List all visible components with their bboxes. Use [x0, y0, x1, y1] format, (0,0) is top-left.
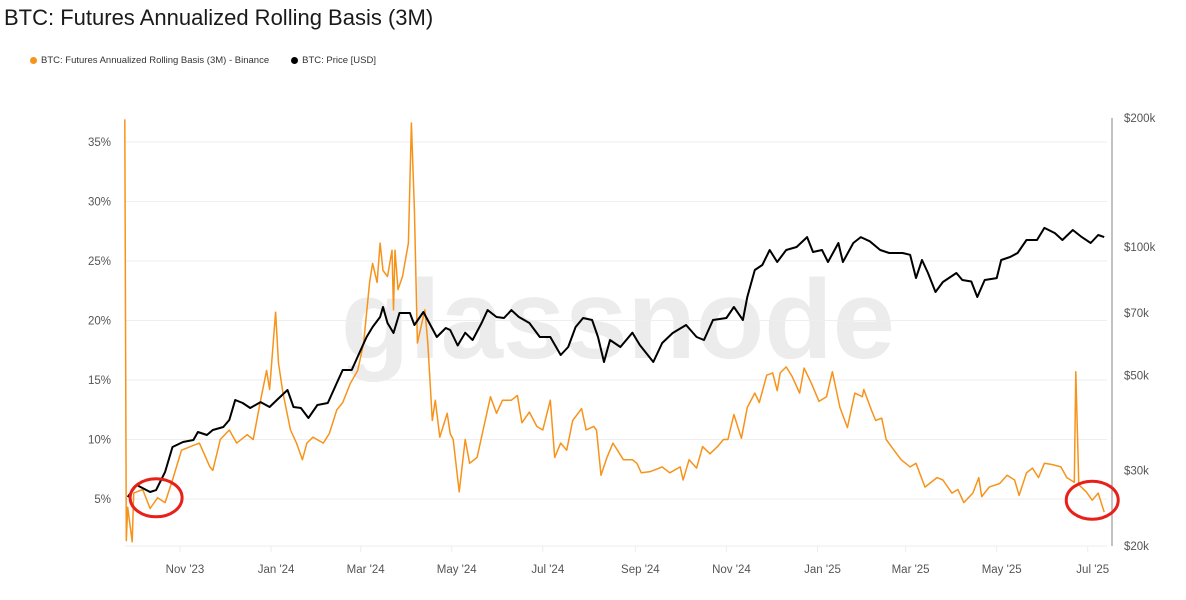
y-left-tick-label: 20% [88, 316, 111, 328]
chart-title: BTC: Futures Annualized Rolling Basis (3… [4, 5, 434, 30]
x-tick-label: May '24 [437, 564, 478, 576]
legend-label-price: BTC: Price [USD] [302, 55, 377, 66]
x-tick-label: Nov '23 [166, 564, 205, 576]
legend-dot-basis [30, 57, 37, 64]
y-right-tick-label: $50k [1124, 371, 1149, 383]
legend-dot-price [291, 57, 299, 64]
axes: 5% 10% 15% 20% 25% 30% 35% Nov '23 Jan '24 Mar '2… [88, 113, 1156, 576]
watermark: glassnode [341, 257, 895, 382]
y-left-tick-label: 5% [94, 494, 111, 506]
y-right-tick-label: $70k [1124, 308, 1149, 320]
x-tick-label: Nov '24 [712, 564, 751, 576]
y-left-tick-label: 25% [88, 256, 111, 268]
x-tick-label: Jan '24 [258, 564, 295, 576]
y-left-tick-label: 35% [88, 137, 111, 149]
x-tick-label: Jan '25 [804, 564, 841, 576]
y-right-tick-label: $100k [1124, 242, 1156, 254]
legend-item-price[interactable]: BTC: Price [USD] [291, 55, 376, 66]
y-left-tick-label: 10% [88, 435, 111, 447]
y-left-tick-label: 15% [88, 375, 111, 387]
y-left-tick-label: 30% [88, 197, 111, 209]
x-tick-label: Jul '25 [1076, 564, 1109, 576]
series-layer [124, 119, 1105, 543]
annotations [128, 477, 1120, 521]
grid [125, 141, 1107, 552]
price-line [126, 226, 1105, 498]
basis-line [124, 119, 1105, 543]
x-tick-label: Mar '24 [347, 564, 386, 576]
highlight-circle [128, 477, 184, 519]
x-tick-label: Jul '24 [531, 564, 564, 576]
y-right-tick-label: $200k [1124, 113, 1156, 125]
x-tick-label: Mar '25 [892, 564, 930, 576]
legend-item-basis[interactable]: BTC: Futures Annualized Rolling Basis (3… [30, 55, 269, 66]
highlight-circle [1064, 479, 1120, 521]
y-right-tick-label: $30k [1124, 466, 1149, 478]
x-tick-label: May '25 [982, 564, 1022, 576]
x-tick-label: Sep '24 [621, 564, 660, 576]
legend-label-basis: BTC: Futures Annualized Rolling Basis (3… [41, 55, 270, 66]
legend: BTC: Futures Annualized Rolling Basis (3… [30, 55, 376, 66]
y-right-tick-label: $20k [1124, 541, 1149, 553]
